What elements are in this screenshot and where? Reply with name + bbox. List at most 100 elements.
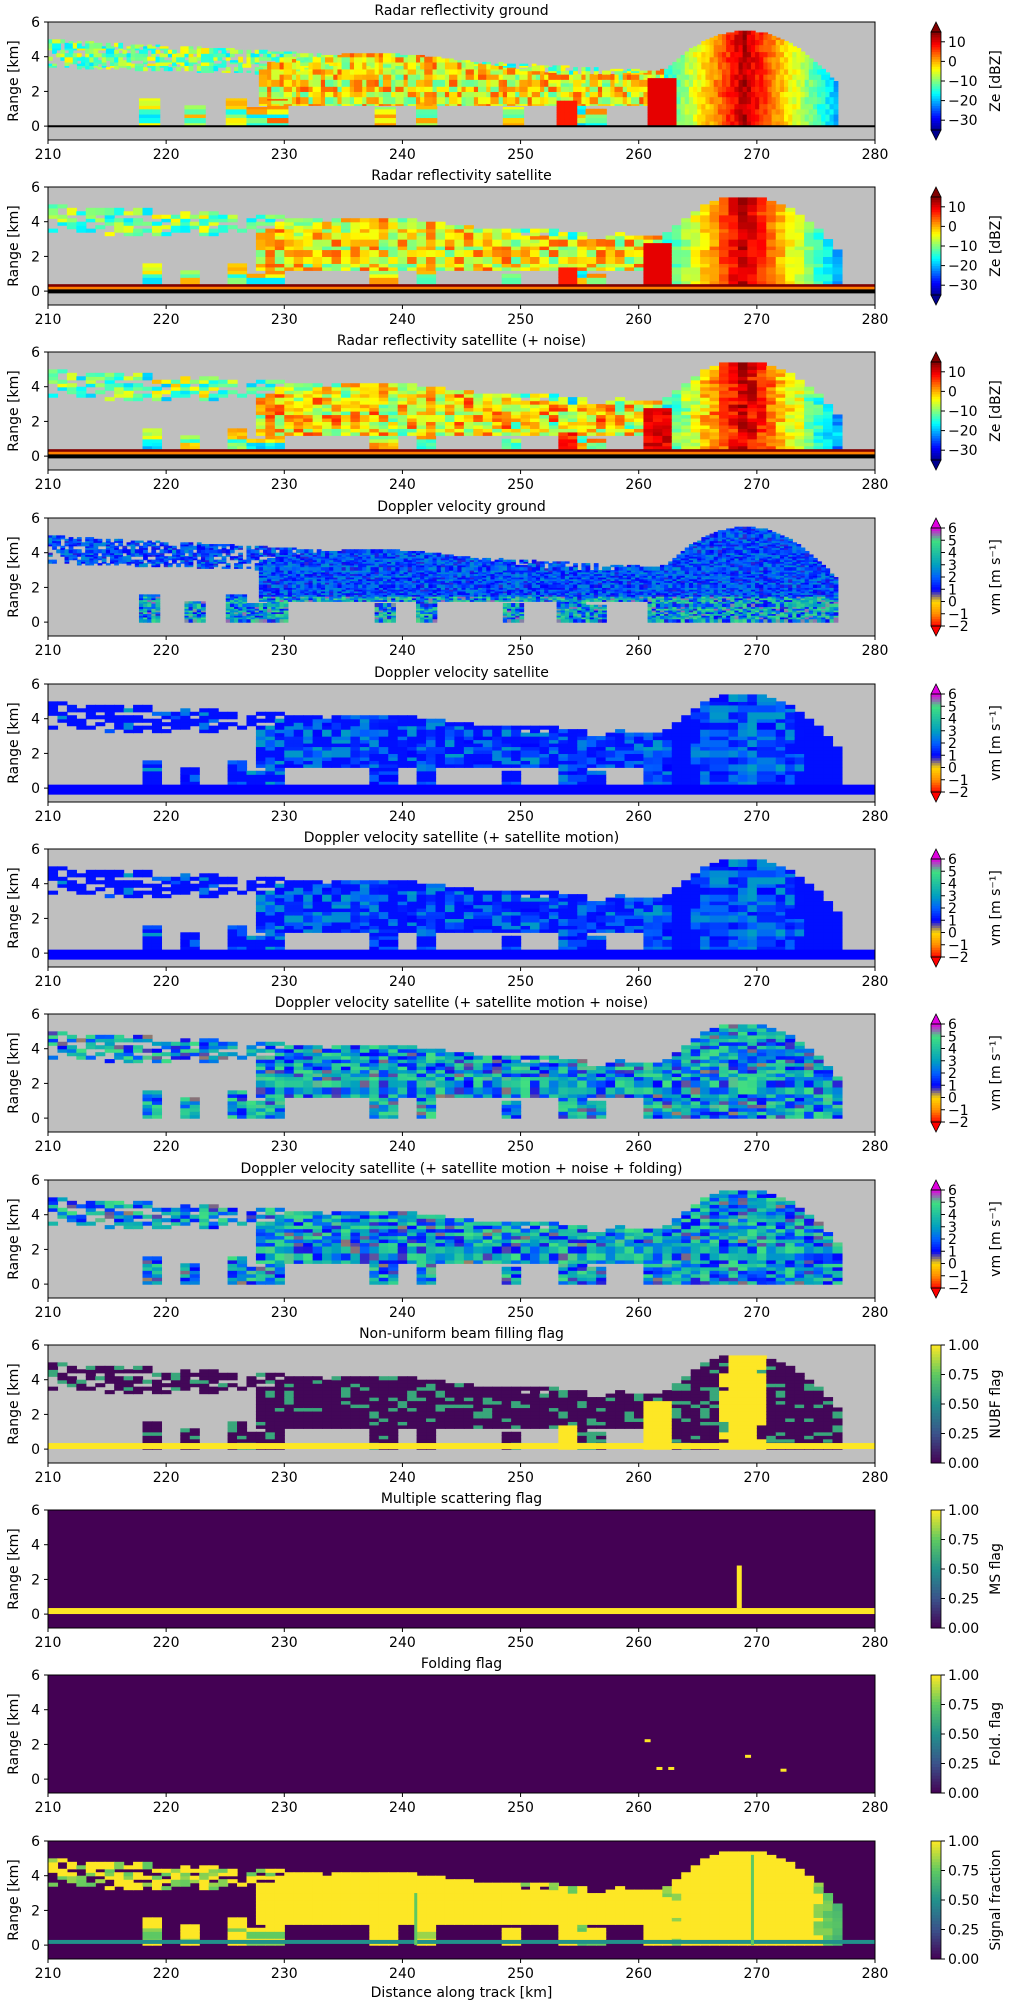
colorbar-tick-label: 0 (948, 926, 957, 942)
y-axis-label: Range [km] (6, 1363, 22, 1445)
y-tick-label: 0 (31, 1111, 40, 1127)
plot-frame (47, 1674, 876, 1794)
heatmap-image (48, 22, 875, 140)
y-axis-label: Range [km] (6, 1859, 22, 1941)
y-tick-label: 4 (31, 1703, 40, 1719)
x-tick-label: 230 (271, 1635, 298, 1651)
y-tick-label: 2 (31, 1572, 40, 1588)
heatmap-image (48, 1014, 875, 1132)
y-tick-label: 2 (31, 911, 40, 927)
x-tick-label: 250 (507, 312, 534, 328)
colorbar-tick-label: −2 (948, 1115, 969, 1131)
x-tick-label: 270 (743, 809, 770, 825)
colorbar-label: Ze [dBZ] (988, 50, 1004, 112)
heatmap-image (48, 1510, 875, 1628)
colorbar-tick-label: −10 (948, 74, 978, 90)
x-tick-label: 260 (625, 1966, 652, 1982)
colorbar-label: vm [m s⁻¹] (988, 539, 1004, 615)
x-tick-label: 260 (625, 809, 652, 825)
x-tick-label: 220 (153, 1470, 180, 1486)
colorbar-tick-label: −10 (948, 239, 978, 255)
colorbar-extend-min (930, 1121, 942, 1133)
colorbar-tick-label: −30 (948, 278, 978, 294)
x-tick-label: 250 (507, 1800, 534, 1816)
colorbar-tick-label: 0 (948, 1091, 957, 1107)
x-tick-label: 210 (35, 1800, 62, 1816)
x-tick-label: 240 (389, 643, 416, 659)
colorbar: 1.00 0.75 0.50 0.25 0.00 Fold. flag (930, 1668, 1004, 1802)
x-tick-label: 240 (389, 1305, 416, 1321)
colorbar-tick-label: 2 (948, 1066, 957, 1082)
y-tick-label: 6 (31, 1338, 40, 1354)
y-tick-label: 2 (31, 414, 40, 430)
y-tick-label: 2 (31, 1407, 40, 1423)
colorbar-extend-max (930, 683, 942, 695)
x-tick-label: 230 (271, 1800, 298, 1816)
x-tick-label: 220 (153, 1966, 180, 1982)
colorbar-tick-label: 6 (948, 1183, 957, 1199)
x-tick-label: 210 (35, 974, 62, 990)
colorbar-label: Ze [dBZ] (988, 215, 1004, 277)
y-axis-label: Range [km] (6, 1528, 22, 1610)
panel-title: Doppler velocity ground (377, 499, 546, 515)
x-tick-label: 280 (862, 1305, 889, 1321)
plot-frame (47, 517, 876, 637)
colorbar-tick-label: 2 (948, 1232, 957, 1248)
panel-title: Radar reflectivity ground (374, 3, 548, 19)
colorbar-tick-label: 3 (948, 1054, 957, 1070)
x-tick-label: 240 (389, 974, 416, 990)
y-tick-label: 4 (31, 215, 40, 231)
plot-frame (47, 1840, 876, 1960)
colorbar-tick-label: 0.00 (948, 1786, 979, 1802)
x-tick-label: 230 (271, 809, 298, 825)
y-tick-label: 6 (31, 511, 40, 527)
heatmap-image (48, 849, 875, 967)
x-tick-label: 260 (625, 312, 652, 328)
y-tick-label: 0 (31, 1607, 40, 1623)
colorbar-label: vm [m s⁻¹] (988, 870, 1004, 946)
y-tick-label: 0 (31, 449, 40, 465)
x-tick-label: 250 (507, 1139, 534, 1155)
colorbar-label: vm [m s⁻¹] (988, 1035, 1004, 1111)
x-tick-label: 230 (271, 643, 298, 659)
colorbar-tick-label: 0 (948, 761, 957, 777)
x-tick-label: 260 (625, 1635, 652, 1651)
colorbar-tick-label: −20 (948, 94, 978, 110)
y-tick-label: 6 (31, 1668, 40, 1684)
y-tick-label: 6 (31, 1173, 40, 1189)
x-tick-label: 280 (862, 809, 889, 825)
heatmap-image (48, 187, 875, 305)
colorbar-extend-min (930, 791, 942, 803)
y-tick-label: 4 (31, 877, 40, 893)
colorbar: 10 0 −10 −20 −30 Ze [dBZ] (930, 351, 1004, 471)
x-tick-label: 280 (862, 974, 889, 990)
colorbar-tick-label: 10 (948, 35, 966, 51)
y-tick-label: 4 (31, 712, 40, 728)
y-tick-label: 2 (31, 1242, 40, 1258)
x-tick-label: 260 (625, 974, 652, 990)
y-tick-label: 2 (31, 84, 40, 100)
panel-6: Doppler velocity satellite (+ satellite … (6, 830, 1004, 990)
y-tick-label: 2 (31, 580, 40, 596)
colorbar-tick-label: 0.75 (948, 1368, 979, 1384)
x-tick-label: 270 (743, 974, 770, 990)
x-tick-label: 280 (862, 643, 889, 659)
x-tick-label: 250 (507, 974, 534, 990)
colorbar-tick-label: 0 (948, 1257, 957, 1273)
colorbar-tick-label: 5 (948, 533, 957, 549)
y-axis-label: Range [km] (6, 536, 22, 618)
y-tick-label: 0 (31, 119, 40, 135)
colorbar-extend-min (930, 625, 942, 637)
y-tick-label: 4 (31, 50, 40, 66)
y-tick-label: 6 (31, 677, 40, 693)
colorbar-tick-label: −20 (948, 259, 978, 275)
panel-title: Radar reflectivity satellite (+ noise) (337, 333, 586, 349)
plot-frame (47, 683, 876, 803)
colorbar-tick-label: 6 (948, 521, 957, 537)
